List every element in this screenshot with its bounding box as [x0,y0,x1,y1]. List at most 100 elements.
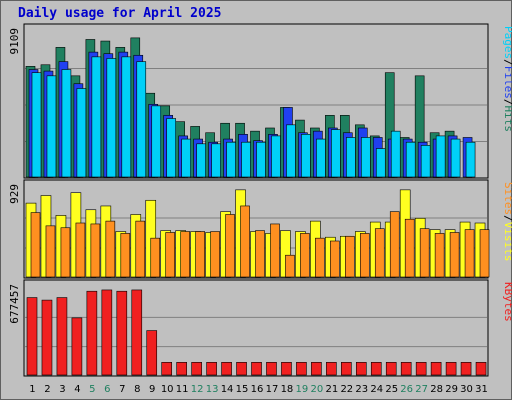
pages-bar-day-1 [31,72,42,178]
pages-bar-day-22 [346,137,356,178]
kbytes-bar-day-20 [311,362,322,376]
legend-pages: Pages [502,26,512,59]
pages-bar-day-29 [450,138,461,178]
x-tick-day-2: 2 [44,384,50,395]
sites-bar-day-5 [90,223,101,278]
y-axis-max-labels: 9109 929 677457 [8,28,21,324]
sites-bar-day-4 [75,222,86,278]
sites-bar-day-16 [255,230,265,278]
pages-bar-day-4 [76,88,87,178]
kbytes-bar-day-7 [116,290,128,376]
legend-hits: Hits [502,106,512,133]
pages-bar-day-24 [375,148,386,178]
legend-kbytes: KBytes [502,282,512,322]
x-tick-day-3: 3 [59,384,65,395]
y-max-label-2: 929 [8,184,21,204]
kbytes-bar-day-29 [445,362,457,376]
x-tick-day-1: 1 [29,384,35,395]
kbytes-bar-day-27 [415,362,427,376]
y-max-label-1: 9109 [8,28,21,55]
kbytes-bar-day-6 [101,289,113,376]
x-tick-day-18: 18 [281,384,294,395]
kbytes-bar-day-8 [131,289,143,376]
sites-bar-day-7 [120,233,131,278]
x-tick-day-12: 12 [191,384,204,395]
sites-bar-day-28 [434,233,445,278]
pages-bar-day-2 [46,75,57,178]
chart-bars [25,37,490,376]
kbytes-bar-day-4 [71,317,83,376]
sites-bar-day-11 [180,231,190,278]
pages-bar-day-15 [241,141,251,178]
kbytes-bar-day-5 [86,290,98,376]
pages-bar-day-30 [465,141,476,178]
sites-bar-day-14 [225,214,235,278]
sites-bar-day-2 [45,225,56,278]
x-tick-day-23: 23 [355,384,368,395]
x-tick-day-5: 5 [89,384,95,395]
kbytes-bar-day-1 [26,297,38,376]
legend-separator: / [502,215,512,222]
x-tick-day-6: 6 [104,384,110,395]
x-tick-day-20: 20 [311,384,324,395]
kbytes-bar-day-26 [400,362,412,376]
legend-1: Pages/Files/Hits [502,26,512,132]
x-tick-day-30: 30 [460,384,473,395]
x-tick-day-7: 7 [119,384,125,395]
kbytes-bar-day-30 [460,362,472,376]
pages-bar-day-19 [301,134,311,178]
kbytes-bar-day-18 [281,362,292,376]
legend-separator: / [502,99,512,106]
x-tick-day-29: 29 [445,384,458,395]
x-tick-day-16: 16 [251,384,264,395]
sites-bar-day-3 [60,227,71,278]
x-tick-day-9: 9 [149,384,155,395]
kbytes-bar-day-11 [176,362,187,376]
sites-bar-day-31 [479,229,490,278]
x-tick-day-24: 24 [370,384,383,395]
sites-bar-day-30 [464,229,475,278]
kbytes-bar-day-25 [385,362,397,376]
pages-bar-day-7 [121,56,132,178]
kbytes-bar-day-19 [296,362,307,376]
kbytes-bar-day-13 [206,362,217,376]
x-tick-day-28: 28 [430,384,443,395]
pages-bar-day-28 [435,135,446,178]
x-tick-day-11: 11 [176,384,189,395]
chart-title: Daily usage for April 2025 [18,6,222,21]
x-tick-day-15: 15 [236,384,249,395]
kbytes-bar-day-21 [326,362,337,376]
kbytes-bar-day-2 [41,299,53,376]
kbytes-bar-day-12 [191,362,202,376]
kbytes-bar-day-28 [430,362,442,376]
sites-bar-day-9 [150,237,161,278]
pages-bar-day-5 [91,56,102,178]
pages-bar-day-21 [331,129,341,178]
x-tick-day-31: 31 [475,384,488,395]
pages-bar-day-11 [181,138,191,178]
kbytes-bar-day-9 [146,330,158,376]
sites-bar-day-24 [374,228,385,278]
sites-bar-day-10 [165,232,176,278]
pages-bar-day-23 [360,137,371,178]
sites-bar-day-22 [345,235,355,278]
sites-bar-day-19 [300,233,310,278]
sites-bar-day-6 [105,220,116,278]
panel-3-frame [23,279,489,377]
kbytes-bar-day-17 [266,362,277,376]
pages-bar-day-18 [286,124,296,178]
sites-bar-day-15 [240,205,250,278]
kbytes-bar-day-10 [161,362,173,376]
pages-bar-day-12 [196,143,206,178]
x-tick-day-19: 19 [296,384,309,395]
x-tick-day-14: 14 [221,384,234,395]
sites-bar-day-13 [210,231,220,278]
legend-2: Sites/Visits [502,182,512,262]
pages-bar-day-3 [61,69,72,178]
kbytes-bar-day-24 [370,362,382,376]
kbytes-bar-day-16 [251,362,262,376]
x-tick-day-17: 17 [266,384,279,395]
kbytes-bar-day-22 [341,362,352,376]
